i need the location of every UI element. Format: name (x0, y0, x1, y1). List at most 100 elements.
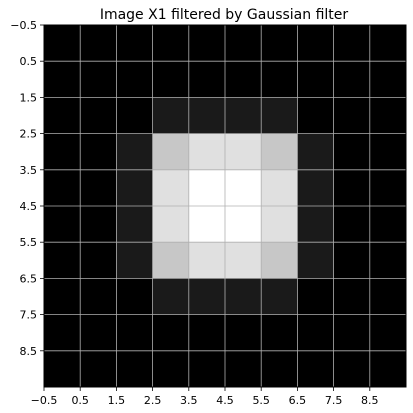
heatmap-cell-r0-c0 (44, 25, 81, 62)
heatmap-cell-r5-c2 (116, 206, 153, 243)
heatmap-cell-r9-c6 (261, 350, 298, 388)
heatmap-cell-r7-c3 (152, 278, 190, 315)
heatmap-cell-r9-c0 (44, 350, 81, 388)
heatmap-cell-r3-c8 (333, 133, 371, 171)
heatmap-cell-r7-c6 (261, 278, 298, 315)
heatmap-cell-r0-c5 (225, 25, 262, 62)
heatmap-cell-r7-c2 (116, 278, 153, 315)
heatmap-cell-r3-c4 (188, 133, 226, 171)
heatmap-cell-r5-c1 (80, 206, 117, 243)
heatmap-cell-r8-c3 (152, 314, 190, 352)
heatmap-cell-r1-c2 (116, 61, 153, 98)
heatmap-cell-r2-c4 (188, 97, 226, 134)
y-tick-label-6: 5.5 (20, 236, 38, 249)
heatmap-cell-r9-c7 (297, 350, 334, 388)
y-tick-label-7: 6.5 (20, 272, 38, 285)
heatmap-cell-r3-c1 (80, 133, 117, 171)
heatmap-cell-r2-c7 (297, 97, 334, 134)
heatmap-cell-r4-c3 (152, 169, 190, 207)
heatmap-cell-r6-c5 (225, 242, 262, 279)
x-tick-label-0: −0.5 (31, 394, 58, 407)
heatmap-cell-r8-c2 (116, 314, 153, 352)
heatmap-cell-r8-c0 (44, 314, 81, 352)
heatmap-cell-r4-c5 (225, 169, 262, 207)
heatmap-cell-r4-c6 (261, 169, 298, 207)
y-tick-label-0: −0.5 (10, 19, 37, 32)
heatmap-cell-r5-c7 (297, 206, 334, 243)
heatmap-cell-r9-c4 (188, 350, 226, 388)
heatmap-cell-r9-c5 (225, 350, 262, 388)
heatmap-cell-r4-c1 (80, 169, 117, 207)
x-tick-label-4: 3.5 (180, 394, 198, 407)
heatmap-cell-r7-c4 (188, 278, 226, 315)
heatmap-cell-r4-c8 (333, 169, 371, 207)
heatmap-cell-r1-c8 (333, 61, 371, 98)
heatmap-cell-r2-c0 (44, 97, 81, 134)
x-tick-label-6: 5.5 (252, 394, 270, 407)
heatmap-cell-r6-c1 (80, 242, 117, 279)
heatmap-cell-r7-c8 (333, 278, 371, 315)
heatmap-cell-r7-c0 (44, 278, 81, 315)
x-tick-label-1: 0.5 (71, 394, 89, 407)
x-tick-label-5: 4.5 (216, 394, 234, 407)
y-tick-label-5: 4.5 (20, 200, 38, 213)
heatmap-cell-r9-c8 (333, 350, 371, 388)
heatmap-cell-r4-c0 (44, 169, 81, 207)
heatmap-cell-r5-c9 (369, 206, 407, 243)
heatmap-cell-r1-c4 (188, 61, 226, 98)
heatmap-cell-r4-c2 (116, 169, 153, 207)
heatmap-cell-r6-c4 (188, 242, 226, 279)
heatmap-cell-r7-c7 (297, 278, 334, 315)
heatmap-cell-r3-c2 (116, 133, 153, 171)
heatmap-cell-r7-c9 (369, 278, 407, 315)
heatmap-cell-r6-c3 (152, 242, 190, 279)
heatmap-cell-r8-c1 (80, 314, 117, 352)
heatmap-cell-r2-c8 (333, 97, 371, 134)
heatmap-cell-r7-c1 (80, 278, 117, 315)
heatmap-cell-r3-c5 (225, 133, 262, 171)
heatmap-cell-r9-c3 (152, 350, 190, 388)
heatmap-cell-r0-c4 (188, 25, 226, 62)
heatmap-cells (44, 25, 407, 388)
x-tick-label-7: 6.5 (289, 394, 307, 407)
heatmap-cell-r0-c1 (80, 25, 117, 62)
heatmap-cell-r1-c5 (225, 61, 262, 98)
heatmap-cell-r0-c7 (297, 25, 334, 62)
heatmap-cell-r5-c0 (44, 206, 81, 243)
heatmap-cell-r9-c1 (80, 350, 117, 388)
heatmap-cell-r5-c3 (152, 206, 190, 243)
heatmap-cell-r6-c9 (369, 242, 407, 279)
x-axis-ticks: −0.5 0.5 1.5 2.5 3.5 4.5 5.5 6.5 7.5 8.5 (31, 387, 379, 407)
heatmap-cell-r5-c8 (333, 206, 371, 243)
heatmap-cell-r1-c3 (152, 61, 190, 98)
heatmap-cell-r0-c2 (116, 25, 153, 62)
y-tick-label-3: 2.5 (20, 128, 38, 141)
heatmap-cell-r4-c9 (369, 169, 407, 207)
y-tick-label-2: 1.5 (20, 91, 38, 104)
x-tick-label-2: 1.5 (108, 394, 126, 407)
heatmap-cell-r2-c3 (152, 97, 190, 134)
heatmap-cell-r1-c7 (297, 61, 334, 98)
heatmap-cell-r2-c1 (80, 97, 117, 134)
x-tick-label-8: 7.5 (325, 394, 343, 407)
y-tick-label-4: 3.5 (20, 164, 38, 177)
heatmap-cell-r8-c6 (261, 314, 298, 352)
heatmap-cell-r6-c2 (116, 242, 153, 279)
chart-title: Image X1 filtered by Gaussian filter (100, 7, 349, 23)
heatmap-cell-r2-c9 (369, 97, 407, 134)
y-tick-label-8: 7.5 (20, 309, 38, 322)
heatmap-cell-r1-c1 (80, 61, 117, 98)
heatmap-cell-r8-c4 (188, 314, 226, 352)
heatmap-cell-r8-c5 (225, 314, 262, 352)
heatmap-cell-r0-c9 (369, 25, 407, 62)
heatmap-cell-r9-c9 (369, 350, 407, 388)
heatmap-cell-r4-c7 (297, 169, 334, 207)
heatmap-cell-r6-c7 (297, 242, 334, 279)
heatmap-cell-r3-c6 (261, 133, 298, 171)
heatmap-cell-r5-c6 (261, 206, 298, 243)
heatmap-cell-r3-c9 (369, 133, 407, 171)
y-axis-ticks: −0.5 0.5 1.5 2.5 3.5 4.5 5.5 6.5 7.5 8.5 (10, 19, 44, 358)
heatmap-cell-r8-c9 (369, 314, 407, 352)
heatmap-cell-r1-c6 (261, 61, 298, 98)
heatmap-cell-r7-c5 (225, 278, 262, 315)
